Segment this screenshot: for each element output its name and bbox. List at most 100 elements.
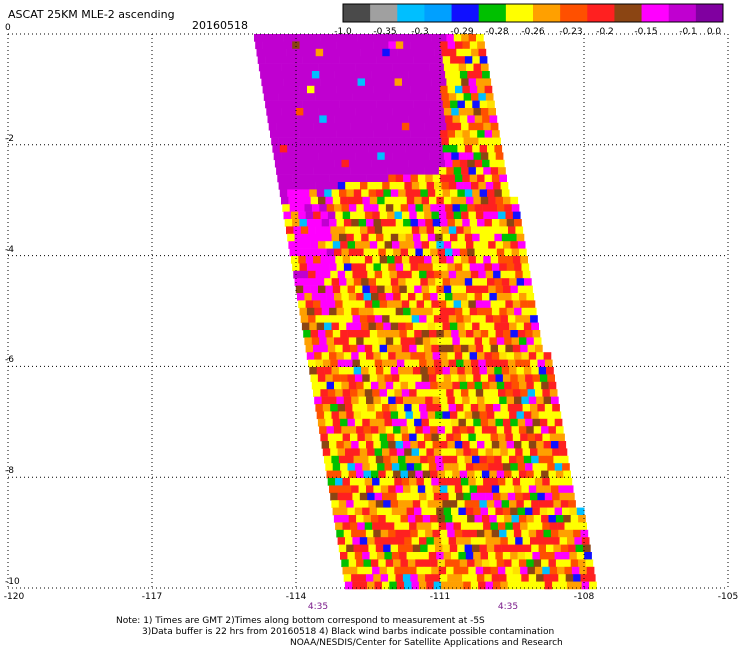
swath-cell	[522, 448, 531, 457]
swath-cell	[387, 167, 395, 175]
swath-cell	[382, 226, 390, 235]
swath-cell	[411, 359, 420, 368]
swath-cell	[459, 515, 468, 523]
swath-cell	[331, 367, 340, 375]
swath-cell	[394, 211, 403, 220]
swath-cell	[470, 315, 479, 323]
swath-cell	[436, 152, 445, 161]
swath-cell	[369, 507, 378, 516]
swath-cell	[447, 85, 456, 94]
swath-cell	[462, 219, 470, 227]
swath-cell	[335, 478, 343, 486]
swath-cell	[499, 307, 507, 316]
swath-cell	[495, 374, 504, 383]
swath-cell	[499, 174, 507, 183]
swath-cell	[286, 226, 294, 235]
swath-cell	[358, 174, 367, 183]
swath-cell	[430, 515, 438, 523]
swath-cell	[351, 174, 359, 183]
swath-cell	[337, 315, 346, 323]
swath-cell	[406, 241, 415, 249]
swath-cell	[363, 470, 372, 479]
swath-cell	[388, 396, 396, 405]
swath-cell	[411, 315, 420, 323]
swath-cell	[315, 182, 324, 190]
swath-cell	[341, 71, 350, 79]
swath-cell	[382, 270, 390, 279]
swath-cell	[468, 34, 477, 42]
swath-cell	[425, 130, 434, 138]
swath-cell	[411, 448, 420, 457]
swath-cell	[494, 544, 502, 553]
swath-cell	[385, 470, 394, 479]
swath-cell	[422, 293, 431, 301]
swath-cell	[325, 196, 334, 205]
swath-cell	[366, 307, 374, 316]
swath-cell	[329, 219, 337, 227]
swath-cell	[442, 189, 451, 198]
swath-cell	[530, 537, 538, 545]
swath-cell	[347, 418, 356, 427]
swath-cell	[382, 537, 390, 545]
swath-cell	[417, 174, 426, 183]
swath-cell	[491, 263, 500, 272]
swath-cell	[485, 404, 494, 412]
swath-cell	[415, 426, 423, 434]
swath-cell	[313, 78, 321, 87]
swath-cell	[438, 566, 447, 575]
swath-cell	[361, 100, 369, 109]
swath-cell	[490, 344, 499, 353]
swath-cell	[448, 182, 457, 190]
swath-cell	[462, 307, 470, 316]
swath-cell	[331, 233, 340, 242]
swath-cell	[528, 307, 537, 316]
swath-cell	[377, 418, 385, 427]
swath-cell	[475, 389, 484, 397]
swath-cell	[570, 515, 579, 523]
swath-cell	[281, 108, 289, 116]
swath-cell	[274, 159, 283, 168]
swath-cell	[424, 122, 432, 131]
swath-cell	[388, 307, 396, 316]
swath-cell	[318, 108, 326, 116]
swath-cell	[478, 93, 487, 101]
swath-cell	[304, 159, 313, 168]
swath-cell	[506, 485, 515, 494]
swath-cell	[279, 100, 288, 109]
swath-cell	[443, 285, 452, 294]
swath-cell	[364, 478, 373, 486]
swath-cell	[374, 226, 383, 235]
swath-cell	[439, 78, 447, 87]
swath-cell	[337, 537, 346, 545]
swath-cell	[404, 48, 413, 57]
swath-cell	[362, 63, 371, 72]
swath-cell	[295, 63, 304, 72]
swath-cell	[378, 559, 386, 568]
swath-cell	[504, 426, 512, 434]
swath-cell	[361, 455, 369, 464]
swath-cell	[568, 500, 576, 508]
swath-cell	[324, 322, 332, 331]
swath-cell	[372, 211, 380, 220]
swath-cell	[419, 448, 427, 457]
swath-cell	[389, 93, 398, 101]
swath-cell	[541, 559, 549, 568]
swath-cell	[379, 566, 388, 575]
swath-cell	[463, 448, 472, 457]
swath-cell	[467, 204, 475, 212]
swath-cell	[526, 426, 534, 434]
swath-cell	[382, 492, 390, 501]
swath-cell	[409, 167, 417, 175]
swath-cell	[492, 130, 500, 138]
swath-cell	[477, 307, 485, 316]
swath-cell	[294, 145, 303, 153]
swath-cell	[380, 485, 389, 494]
swath-cell	[477, 485, 485, 494]
swath-cell	[467, 337, 475, 346]
swath-cell	[396, 492, 405, 501]
swath-cell	[450, 145, 458, 153]
swath-cell	[415, 337, 424, 346]
swath-cell	[431, 122, 440, 131]
swath-cell	[493, 448, 501, 457]
swath-cell	[385, 381, 394, 390]
